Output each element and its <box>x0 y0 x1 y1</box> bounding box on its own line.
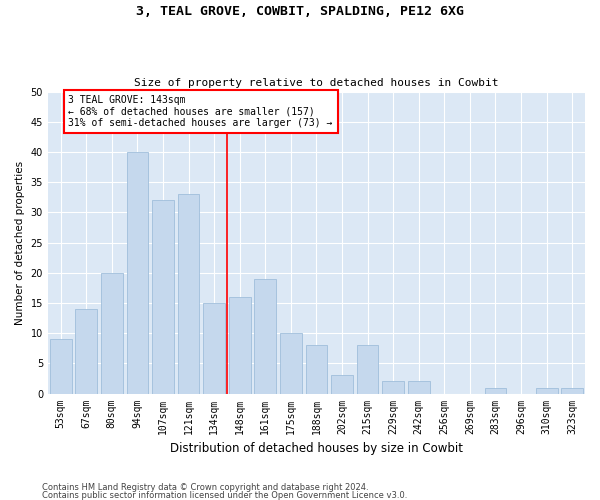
Text: Contains public sector information licensed under the Open Government Licence v3: Contains public sector information licen… <box>42 490 407 500</box>
Y-axis label: Number of detached properties: Number of detached properties <box>15 160 25 324</box>
Bar <box>50 339 71 394</box>
Bar <box>254 279 276 394</box>
Bar <box>178 194 199 394</box>
Bar <box>152 200 174 394</box>
Text: Contains HM Land Registry data © Crown copyright and database right 2024.: Contains HM Land Registry data © Crown c… <box>42 484 368 492</box>
Bar <box>382 382 404 394</box>
Bar <box>101 273 123 394</box>
Bar <box>305 345 328 394</box>
Bar <box>331 376 353 394</box>
Bar <box>127 152 148 394</box>
Text: 3 TEAL GROVE: 143sqm
← 68% of detached houses are smaller (157)
31% of semi-deta: 3 TEAL GROVE: 143sqm ← 68% of detached h… <box>68 94 333 128</box>
Bar <box>485 388 506 394</box>
Bar <box>76 309 97 394</box>
Text: 3, TEAL GROVE, COWBIT, SPALDING, PE12 6XG: 3, TEAL GROVE, COWBIT, SPALDING, PE12 6X… <box>136 5 464 18</box>
Bar <box>536 388 557 394</box>
Title: Size of property relative to detached houses in Cowbit: Size of property relative to detached ho… <box>134 78 499 88</box>
Bar <box>280 333 302 394</box>
Bar <box>408 382 430 394</box>
X-axis label: Distribution of detached houses by size in Cowbit: Distribution of detached houses by size … <box>170 442 463 455</box>
Bar <box>203 303 225 394</box>
Bar <box>229 297 251 394</box>
Bar <box>562 388 583 394</box>
Bar <box>357 345 379 394</box>
